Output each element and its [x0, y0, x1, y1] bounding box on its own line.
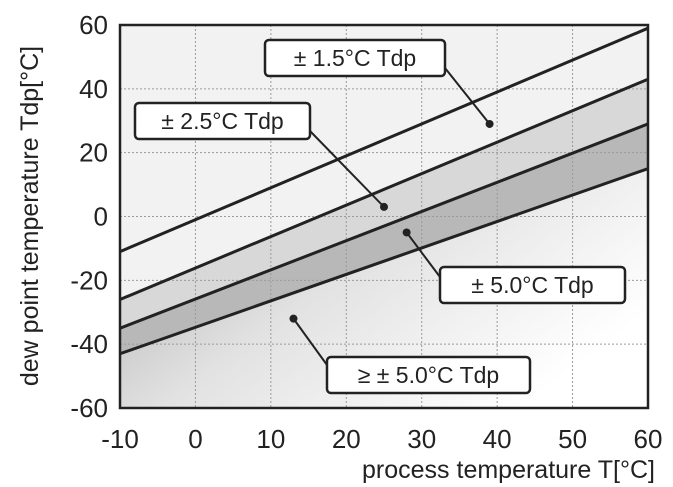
- callout-4: ≥ ± 5.0°C Tdp: [289, 314, 532, 395]
- y-tick-label: 20: [79, 138, 108, 168]
- callout-leader: [292, 318, 328, 366]
- x-tick-label: 60: [634, 424, 663, 454]
- x-axis-label: process temperature T[°C]: [362, 456, 655, 484]
- callout-box: [133, 101, 312, 141]
- series-line-3: [120, 122, 648, 330]
- callout-label: ± 2.5°C Tdp: [161, 108, 283, 134]
- x-tick-labels: -10 0 10 20 30 40 50 60: [101, 424, 662, 454]
- x-tick-label: 50: [558, 424, 587, 454]
- x-tick-label: 0: [188, 424, 202, 454]
- x-tick-label: 40: [483, 424, 512, 454]
- callout-dot: [380, 202, 388, 211]
- series-line-2: [120, 77, 648, 301]
- callout-3: ± 5.0°C Tdp: [402, 228, 627, 305]
- callout-1: ± 1.5°C Tdp: [263, 38, 494, 128]
- y-tick-label: 0: [94, 202, 108, 232]
- band-1: [120, 28, 648, 300]
- series-lines: [120, 26, 648, 356]
- x-tick-label: 30: [407, 424, 436, 454]
- plot-frame: [118, 23, 650, 410]
- y-tick-label: -60: [70, 393, 108, 423]
- callout-box: [263, 38, 447, 78]
- band-bottom: [120, 168, 648, 408]
- y-tick-label: 60: [79, 10, 108, 40]
- callout-dot: [289, 314, 298, 323]
- grid: [120, 25, 648, 408]
- series-line-1: [120, 26, 648, 253]
- y-tick-label: -20: [70, 265, 108, 295]
- y-tick-labels: -60 -40 -20 0 20 40 60: [70, 10, 108, 423]
- y-tick-label: 40: [79, 74, 108, 104]
- callout-leader: [309, 130, 385, 208]
- callout-leader: [444, 67, 491, 125]
- callout-label: ± 5.0°C Tdp: [471, 272, 593, 298]
- callout-dot: [485, 119, 494, 128]
- callout-box: [438, 265, 627, 305]
- callouts: ± 1.5°C Tdp ± 2.5°C Tdp ± 5.0°C Tdp ≥ ± 5.0…: [133, 38, 627, 395]
- callout-label: ± 1.5°C Tdp: [294, 45, 416, 71]
- callout-label: ≥ ± 5.0°C Tdp: [358, 362, 499, 388]
- callout-dot: [402, 228, 411, 237]
- y-axis-label: dew point temperature Tdp[°C]: [16, 46, 44, 386]
- callout-2: ± 2.5°C Tdp: [133, 101, 388, 211]
- band-3: [120, 123, 648, 354]
- x-tick-label: 10: [256, 424, 285, 454]
- series-line-4: [120, 167, 648, 356]
- x-tick-label: 20: [332, 424, 361, 454]
- callout-box: [325, 355, 532, 395]
- x-tick-label: -10: [101, 424, 139, 454]
- callout-leader: [405, 231, 441, 278]
- y-tick-label: -40: [70, 329, 108, 359]
